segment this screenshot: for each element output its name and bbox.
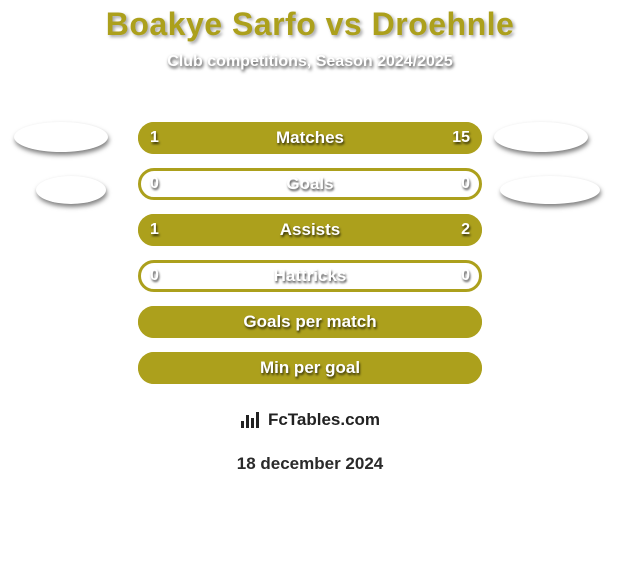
bar-row: 1 2 Assists	[138, 214, 482, 246]
bar-right-value: 0	[461, 267, 470, 285]
right-player-oval	[500, 176, 600, 204]
bar-left-value: 1	[150, 129, 159, 147]
subtitle: Club competitions, Season 2024/2025	[0, 53, 620, 71]
bar-left-value: 0	[150, 175, 159, 193]
fctables-logo: FcTables.com	[207, 398, 413, 442]
bar-left-value: 0	[150, 267, 159, 285]
bar-row: Goals per match	[138, 306, 482, 338]
logo-bars-icon	[240, 411, 262, 429]
bar-label: Matches	[276, 128, 344, 148]
bar-right-value: 2	[461, 221, 470, 239]
footer-date: 18 december 2024	[237, 454, 384, 474]
bar-label: Goals	[286, 174, 333, 194]
page-title: Boakye Sarfo vs Droehnle	[0, 0, 620, 43]
bar-label: Assists	[280, 220, 340, 240]
left-player-oval	[36, 176, 106, 204]
bar-row: 0 0 Goals	[138, 168, 482, 200]
comparison-chart: 1 15 Matches 0 0 Goals 1 2 Assists 0 0 Hattricks Goa…	[138, 122, 482, 398]
bar-row: Min per goal	[138, 352, 482, 384]
bar-row: 0 0 Hattricks	[138, 260, 482, 292]
right-player-oval	[494, 122, 588, 152]
bar-left-value: 1	[150, 221, 159, 239]
bar-label: Min per goal	[260, 358, 360, 378]
bar-right-value: 0	[461, 175, 470, 193]
bar-label: Goals per match	[243, 312, 376, 332]
bar-row: 1 15 Matches	[138, 122, 482, 154]
bar-label: Hattricks	[274, 266, 347, 286]
logo-text: FcTables.com	[268, 410, 380, 430]
left-player-oval	[14, 122, 108, 152]
bar-right-value: 15	[452, 129, 470, 147]
